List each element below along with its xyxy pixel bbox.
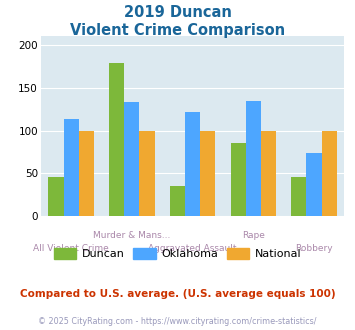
- Text: All Violent Crime: All Violent Crime: [33, 244, 109, 253]
- Text: 2019 Duncan: 2019 Duncan: [124, 5, 231, 20]
- Bar: [306, 153, 322, 216]
- Bar: [291, 177, 306, 216]
- Bar: [124, 102, 140, 216]
- Bar: [48, 177, 64, 216]
- Bar: [109, 63, 124, 216]
- Bar: [79, 130, 94, 216]
- Text: Compared to U.S. average. (U.S. average equals 100): Compared to U.S. average. (U.S. average …: [20, 289, 335, 299]
- Bar: [170, 186, 185, 216]
- Text: Robbery: Robbery: [295, 244, 333, 253]
- Bar: [140, 130, 155, 216]
- Bar: [64, 118, 79, 216]
- Text: Aggravated Assault: Aggravated Assault: [148, 244, 237, 253]
- Text: Rape: Rape: [242, 231, 265, 240]
- Text: © 2025 CityRating.com - https://www.cityrating.com/crime-statistics/: © 2025 CityRating.com - https://www.city…: [38, 317, 317, 326]
- Bar: [230, 143, 246, 216]
- Bar: [185, 112, 200, 216]
- Text: Violent Crime Comparison: Violent Crime Comparison: [70, 23, 285, 38]
- Text: Murder & Mans...: Murder & Mans...: [93, 231, 170, 240]
- Legend: Duncan, Oklahoma, National: Duncan, Oklahoma, National: [49, 244, 306, 263]
- Bar: [200, 130, 215, 216]
- Bar: [246, 101, 261, 216]
- Bar: [322, 130, 337, 216]
- Bar: [261, 130, 276, 216]
